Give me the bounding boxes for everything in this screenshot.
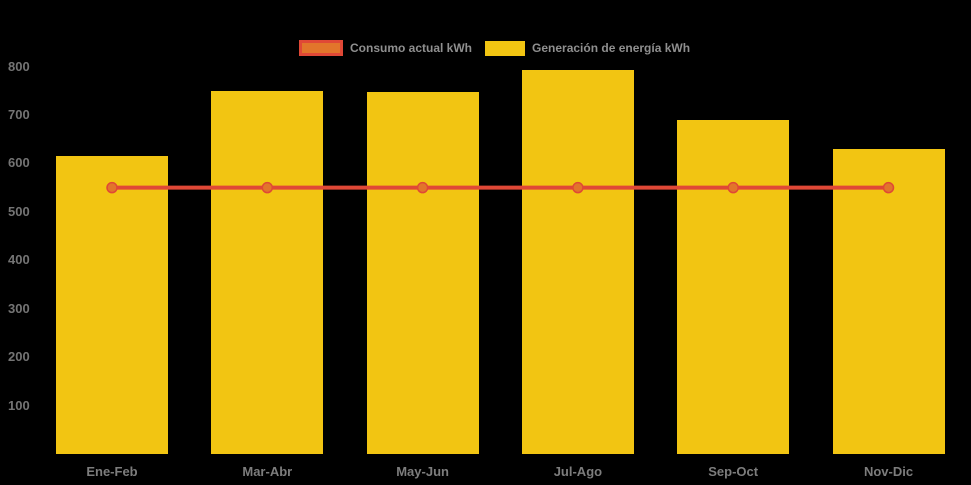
y-axis-tick-label: 200 [8,349,30,365]
bar-jul-ago[interactable] [521,70,634,454]
bar-nov-dic[interactable] [832,148,945,454]
y-axis-tick-label: 800 [8,58,30,74]
legend-item-consumo[interactable]: Consumo actual kWh [299,40,472,56]
y-axis-tick-label: 100 [8,397,30,413]
legend-swatch-generacion-icon [485,40,526,56]
x-axis-label-ene-feb: Ene-Feb [86,464,138,479]
x-axis-label-sep-oct: Sep-Oct [708,464,759,479]
legend-swatch-consumo-icon [299,40,343,56]
x-axis-label-mar-abr: Mar-Abr [242,464,293,479]
y-axis-tick-label: 300 [8,300,30,316]
legend-label-consumo: Consumo actual kWh [350,41,473,55]
y-axis-tick-label: 700 [8,107,30,123]
x-axis-label-nov-dic: Nov-Dic [863,464,914,479]
legend-label-generacion: Generación de energía kWh [532,41,691,55]
y-axis-tick-label: 500 [8,203,30,219]
legend-item-generacion[interactable]: Generación de energía kWh [485,40,691,56]
y-axis-tick-label: 600 [8,155,30,171]
y-axis-tick-label: 400 [8,252,30,268]
bar-may-jun[interactable] [366,91,479,454]
bar-mar-abr[interactable] [211,90,324,454]
chart-legend: Consumo actual kWh Generación de energía… [299,40,690,56]
x-axis-label-jul-ago: Jul-Ago [553,464,603,479]
bar-ene-feb[interactable] [56,156,168,454]
bar-sep-oct[interactable] [677,119,790,454]
x-axis-label-may-jun: May-Jun [396,464,449,479]
